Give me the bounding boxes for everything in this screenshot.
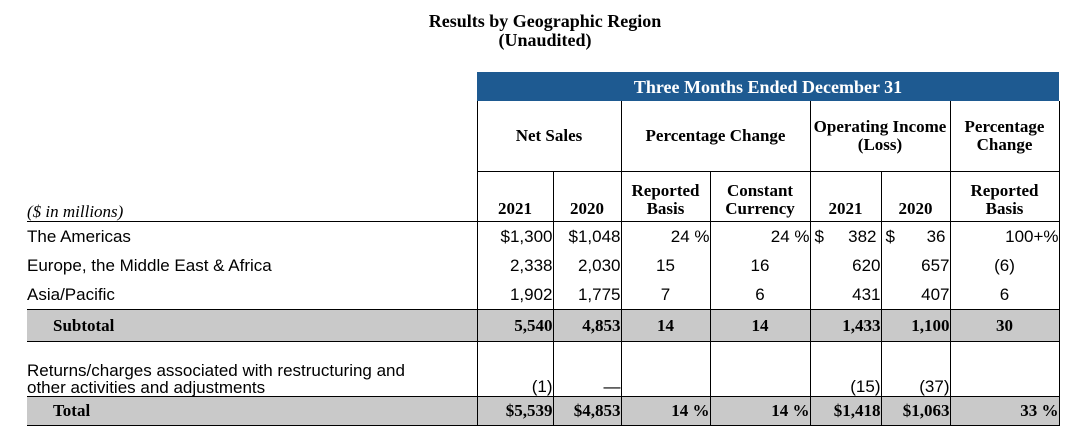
table-row: Asia/Pacific 1,902 1,775 7 6 431 407 6 — [27, 280, 1060, 310]
reported-basis: 14 % — [620, 396, 710, 426]
net-sales-header: Net Sales — [476, 101, 621, 172]
op-income-2020-value: 36 — [926, 226, 946, 246]
percentage-change-header: Percentage Change — [620, 101, 810, 172]
net-sales-2020: 2,030 — [552, 251, 621, 280]
reported-basis-header-2: Reported Basis — [949, 171, 1060, 222]
op-income-2020: 657 — [880, 251, 950, 280]
report-title: Results by Geographic Region (Unaudited) — [340, 12, 750, 50]
constant-currency: 14 — [709, 309, 810, 342]
net-sales-2020: $4,853 — [552, 396, 621, 426]
op-income-2021: 431 — [809, 280, 881, 310]
total-row: Total $5,539 $4,853 14 % 14 % $1,418 $1,… — [27, 396, 1060, 426]
subtotal-row: Subtotal 5,540 4,853 14 14 1,433 1,100 3… — [27, 309, 1060, 342]
net-sales-2021-header: 2021 — [476, 171, 553, 222]
constant-currency-header: Constant Currency — [709, 171, 810, 222]
header-row-2: ($ in millions) 2021 2020 Reported Basis… — [27, 171, 1060, 222]
percentage-change-header-2: Percentage Change — [949, 101, 1060, 172]
geographic-results-table: Three Months Ended December 31 Net Sales… — [27, 72, 1060, 426]
op-income-2020: 1,100 — [880, 309, 950, 342]
net-sales-2021: 5,540 — [476, 309, 553, 342]
net-sales-2020: 4,853 — [552, 309, 621, 342]
op-income-2021-value: 382 — [848, 226, 877, 246]
row-label: The Americas — [27, 226, 131, 246]
net-sales-2021: (1) — [476, 341, 553, 397]
net-sales-2020: 1,775 — [552, 280, 621, 310]
reported-basis-2: (6) — [949, 251, 1060, 280]
op-income-2020: 407 — [880, 280, 950, 310]
table-row: Europe, the Middle East & Africa 2,338 2… — [27, 251, 1060, 280]
op-income-2020-header: 2020 — [880, 171, 950, 222]
reported-basis-header: Reported Basis — [620, 171, 710, 222]
operating-income-header: Operating Income (Loss) — [809, 101, 950, 172]
reported-basis: 15 — [620, 251, 710, 280]
net-sales-2021: 1,902 — [476, 280, 553, 310]
row-label: Asia/Pacific — [27, 280, 477, 310]
constant-currency: 14 % — [709, 396, 810, 426]
op-income-2021: (15) — [809, 341, 881, 397]
op-income-2021: $382 — [809, 221, 881, 251]
header-row-1: Net Sales Percentage Change Operating In… — [27, 101, 1060, 172]
reported-basis: 7 — [620, 280, 710, 310]
net-sales-2021: $5,539 — [476, 396, 553, 426]
reported-basis-2: 6 — [949, 280, 1060, 310]
constant-currency: 16 — [709, 251, 810, 280]
op-income-2020: (37) — [880, 341, 950, 397]
total-label: Total — [27, 396, 477, 426]
net-sales-2020: $1,048 — [552, 221, 621, 251]
restructuring-row: Returns/charges associated with restruct… — [27, 341, 1060, 397]
restructuring-label-line-2: other activities and adjustments — [27, 378, 266, 397]
banner-row: Three Months Ended December 31 — [27, 72, 1060, 101]
reported-basis-2: 33 % — [949, 396, 1060, 426]
subtotal-label: Subtotal — [27, 309, 477, 342]
constant-currency: 24 % — [709, 221, 810, 251]
title-line-2: (Unaudited) — [498, 30, 592, 50]
units-label: ($ in millions) — [27, 171, 477, 222]
op-income-2021: $1,418 — [809, 396, 881, 426]
net-sales-2020: — — [552, 341, 621, 397]
title-line-1: Results by Geographic Region — [428, 11, 662, 31]
currency-symbol: $ — [885, 226, 895, 246]
reported-basis-2: 30 — [949, 309, 1060, 342]
currency-symbol: $ — [814, 226, 824, 246]
row-label: Europe, the Middle East & Africa — [27, 255, 272, 275]
reported-basis-2: 100+% — [949, 221, 1060, 251]
restructuring-label: Returns/charges associated with restruct… — [27, 342, 477, 397]
op-income-2020: $1,063 — [880, 396, 950, 426]
table-row: The Americas $1,300 $1,048 24 % 24 % $38… — [27, 221, 1060, 251]
op-income-2020: $36 — [880, 221, 950, 251]
restructuring-label-line-1: Returns/charges associated with restruct… — [27, 361, 405, 380]
reported-basis: 14 — [620, 309, 710, 342]
net-sales-2021: $1,300 — [476, 221, 553, 251]
period-banner: Three Months Ended December 31 — [477, 72, 1060, 101]
reported-basis: 24 % — [620, 221, 710, 251]
constant-currency: 6 — [709, 280, 810, 310]
net-sales-2021: 2,338 — [476, 251, 553, 280]
net-sales-2020-header: 2020 — [552, 171, 621, 222]
op-income-2021-header: 2021 — [809, 171, 881, 222]
op-income-2021: 1,433 — [809, 309, 881, 342]
op-income-2021: 620 — [809, 251, 881, 280]
